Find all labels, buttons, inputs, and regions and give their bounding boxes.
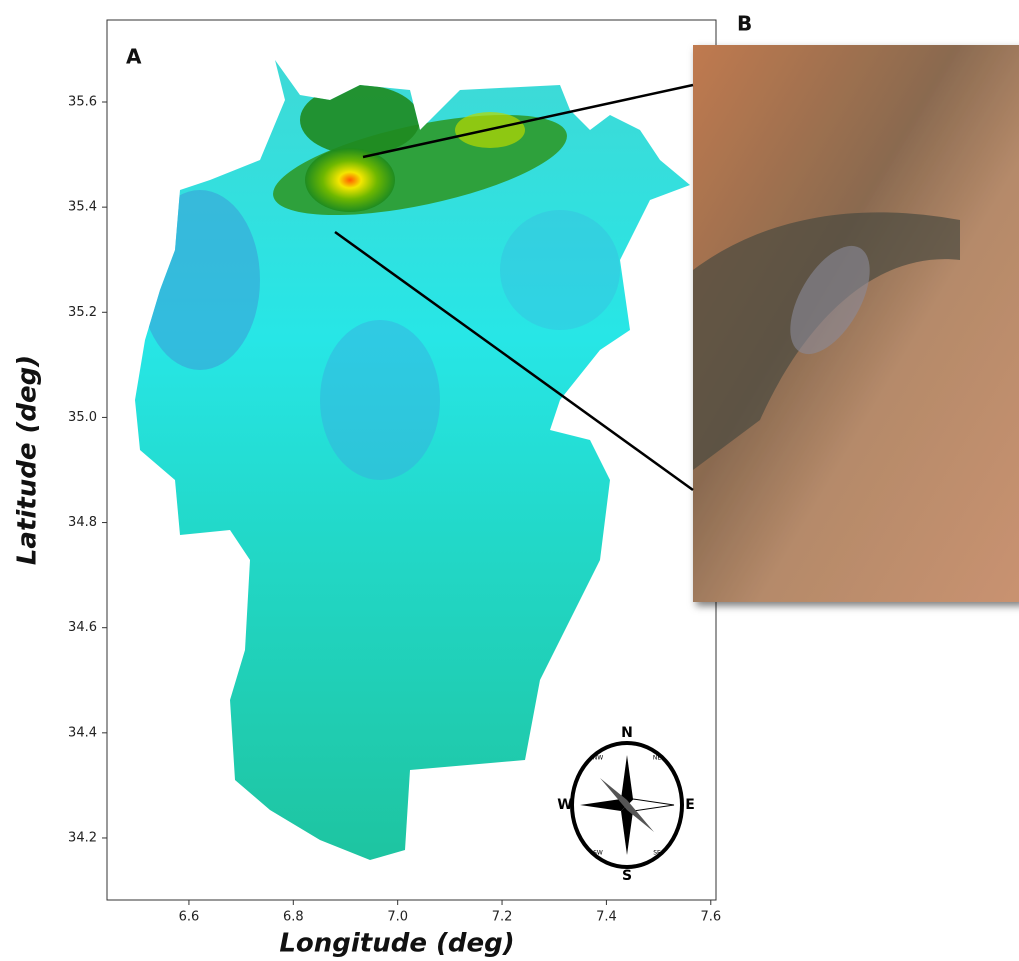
panel-label: A <box>126 45 142 69</box>
compass-label: N <box>621 725 633 741</box>
compass-label: W <box>557 797 572 813</box>
y-tick-label: 35.4 <box>68 200 97 215</box>
compass-label: NW <box>593 755 603 762</box>
y-tick-label: 35.2 <box>68 305 97 320</box>
x-tick-label: 7.4 <box>596 910 617 925</box>
compass-label: S <box>622 868 632 884</box>
figure: N S E W NW NE SW SE A B Longitude (deg) … <box>0 0 1019 961</box>
compass-label: SE <box>653 850 661 857</box>
y-axis-label: Latitude (deg) <box>13 355 43 565</box>
y-tick-label: 34.2 <box>68 830 97 845</box>
x-tick-label: 6.8 <box>283 910 304 925</box>
compass-label: SW <box>593 850 603 857</box>
y-tick-label: 35.0 <box>68 410 97 425</box>
x-tick-label: 6.6 <box>179 910 200 925</box>
x-tick-label: 7.0 <box>387 910 408 925</box>
x-tick-label: 7.6 <box>700 910 721 925</box>
compass-label: NE <box>653 755 661 762</box>
y-tick-label: 35.6 <box>68 95 97 110</box>
compass-label: E <box>685 797 695 813</box>
y-tick-label: 34.6 <box>68 620 97 635</box>
y-tick-label: 34.4 <box>68 725 97 740</box>
y-tick-label: 34.8 <box>68 515 97 530</box>
x-tick-label: 7.2 <box>492 910 513 925</box>
x-axis-label: Longitude (deg) <box>279 929 514 959</box>
compass: N S E W NW NE SW SE <box>557 725 695 884</box>
panel-label: B <box>737 12 752 36</box>
